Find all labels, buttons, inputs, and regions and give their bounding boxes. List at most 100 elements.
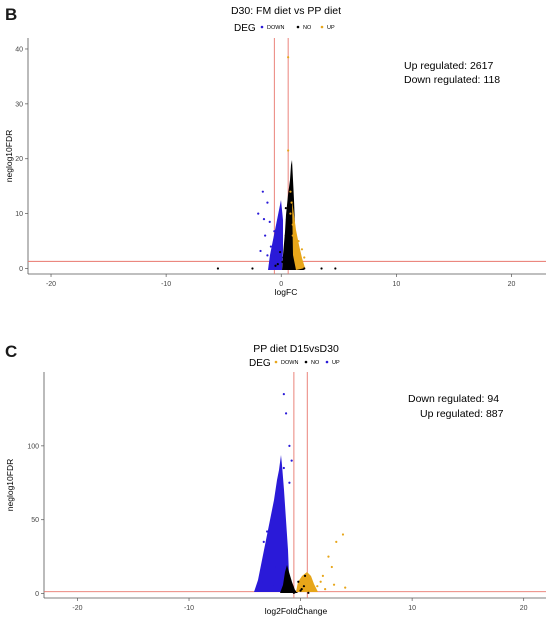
annotation-down-regulated: Down regulated: 94 bbox=[408, 393, 499, 405]
up-density-cluster bbox=[296, 572, 318, 592]
data-point-up bbox=[330, 565, 333, 569]
data-point-up bbox=[293, 250, 297, 254]
data-points bbox=[216, 56, 337, 270]
data-point-no bbox=[251, 267, 254, 270]
y-tick-label: 0 bbox=[19, 266, 23, 273]
data-points bbox=[254, 393, 347, 594]
data-point-down bbox=[274, 255, 277, 258]
data-point-up bbox=[303, 256, 306, 259]
data-point-down bbox=[288, 481, 291, 484]
data-point-down bbox=[279, 489, 282, 492]
data-point-down bbox=[271, 521, 274, 524]
x-tick-label: 0 bbox=[299, 605, 303, 612]
legend-marker-no bbox=[296, 25, 300, 29]
axis-ticks: -20 -10 0 10 20 0 10 20 30 40 bbox=[15, 46, 515, 288]
y-tick-label: 0 bbox=[35, 591, 39, 598]
data-point-no bbox=[281, 260, 284, 264]
y-tick-label: 50 bbox=[31, 517, 39, 524]
data-point-no bbox=[276, 263, 279, 266]
legend-marker-up bbox=[320, 25, 324, 29]
panel-c: C PP diet D15vsD30 DEG DOWN NO UP -20 -10… bbox=[5, 342, 546, 616]
x-tick-label: -20 bbox=[46, 281, 56, 288]
data-point-down bbox=[259, 249, 262, 253]
data-point-down bbox=[268, 559, 271, 563]
data-point-no bbox=[283, 261, 286, 265]
data-point-no bbox=[302, 585, 306, 588]
x-tick-label: 0 bbox=[279, 281, 283, 288]
data-point-down bbox=[271, 585, 274, 588]
data-point-no bbox=[292, 591, 295, 594]
legend: DEG DOWN NO UP bbox=[249, 358, 340, 369]
data-point-up bbox=[324, 588, 327, 591]
x-tick-label: 10 bbox=[408, 605, 416, 612]
x-axis-label: log2FoldChange bbox=[265, 606, 328, 616]
data-point-down bbox=[262, 218, 266, 221]
data-point-no bbox=[278, 250, 282, 254]
data-point-up bbox=[335, 540, 338, 543]
data-point-no bbox=[274, 264, 277, 267]
data-point-down bbox=[261, 190, 264, 193]
legend-label-down: DOWN bbox=[267, 25, 284, 31]
data-point-up bbox=[287, 149, 290, 152]
data-point-down bbox=[270, 250, 274, 254]
y-axis-label: neglog10FDR bbox=[4, 130, 14, 182]
data-point-up bbox=[300, 248, 304, 251]
data-point-down bbox=[266, 530, 269, 533]
legend-marker-down bbox=[260, 25, 264, 29]
legend-marker-down bbox=[274, 360, 278, 364]
data-point-up bbox=[332, 583, 336, 586]
data-point-down bbox=[288, 444, 291, 447]
x-axis-label: logFC bbox=[275, 287, 298, 297]
data-point-no bbox=[307, 591, 310, 594]
x-tick-label: 10 bbox=[392, 281, 400, 288]
x-tick-label: -10 bbox=[184, 605, 194, 612]
data-point-down bbox=[269, 245, 272, 248]
data-point-no bbox=[288, 265, 291, 268]
data-point-down bbox=[282, 466, 285, 470]
y-tick-label: 40 bbox=[15, 46, 23, 53]
panel-letter: B bbox=[5, 5, 17, 24]
data-point-down bbox=[264, 234, 267, 237]
data-point-up bbox=[287, 56, 290, 59]
data-point-down bbox=[274, 506, 278, 509]
data-point-no bbox=[216, 267, 220, 270]
chart-title: PP diet D15vsD30 bbox=[253, 343, 339, 355]
y-tick-label: 100 bbox=[27, 443, 39, 450]
threshold-lines bbox=[44, 372, 546, 598]
panel-letter: C bbox=[5, 342, 17, 361]
data-point-down bbox=[266, 201, 269, 204]
data-point-up bbox=[341, 533, 345, 536]
y-axis-label: neglog10FDR bbox=[5, 459, 15, 511]
data-point-down bbox=[284, 412, 288, 415]
legend-label-up: UP bbox=[327, 25, 335, 31]
annotation-up-regulated: Up regulated: 2617 bbox=[404, 60, 493, 72]
legend-title: DEG bbox=[234, 23, 256, 34]
x-tick-label: 20 bbox=[520, 605, 528, 612]
data-point-no bbox=[284, 234, 287, 237]
legend-title: DEG bbox=[249, 358, 271, 369]
data-point-down bbox=[257, 212, 260, 215]
no-density-cluster bbox=[280, 565, 298, 593]
data-point-up bbox=[344, 586, 347, 589]
legend-label-no: NO bbox=[311, 360, 320, 366]
data-point-up bbox=[289, 212, 292, 215]
data-point-up bbox=[319, 580, 322, 583]
panel-b: B D30: FM diet vs PP diet DEG DOWN NO UP… bbox=[4, 5, 546, 297]
data-point-no bbox=[285, 218, 289, 221]
data-point-no bbox=[300, 588, 303, 591]
legend-marker-no bbox=[304, 360, 308, 364]
data-point-no bbox=[303, 267, 306, 270]
data-point-no bbox=[320, 267, 323, 270]
data-point-no bbox=[303, 574, 307, 577]
legend-label-up: UP bbox=[332, 360, 340, 366]
x-tick-label: -20 bbox=[72, 605, 82, 612]
down-density-cluster bbox=[268, 200, 283, 270]
data-point-down bbox=[290, 459, 293, 462]
y-tick-label: 10 bbox=[15, 211, 23, 218]
data-point-up bbox=[297, 239, 300, 243]
data-point-no bbox=[285, 245, 289, 248]
axis-ticks: -20 -10 0 10 20 0 50 100 bbox=[27, 443, 527, 612]
legend-label-down: DOWN bbox=[281, 360, 298, 366]
data-point-no bbox=[334, 267, 337, 270]
